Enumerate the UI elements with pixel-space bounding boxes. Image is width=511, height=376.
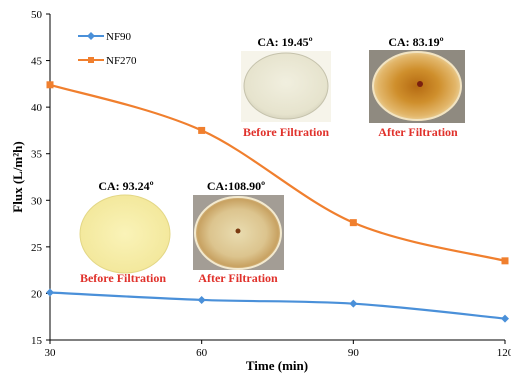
y-tick-label: 25: [31, 242, 43, 254]
nf270-after-membrane: [372, 51, 462, 121]
data-point-nf270: [501, 257, 509, 265]
x-tick-group: 30 60 90 120: [45, 340, 511, 359]
legend: NF90 NF270: [78, 31, 137, 67]
y-tick-label: 35: [31, 149, 43, 161]
legend-marker-nf270: [88, 57, 94, 63]
data-point-nf270: [198, 126, 206, 134]
nf270-before-ca-label: CA: 19.45º: [257, 35, 312, 49]
nf90-after-ca-label: CA:108.90º: [207, 179, 265, 193]
nf90-after-filtration-label: After Filtration: [198, 271, 278, 285]
data-point-nf270: [46, 81, 54, 89]
series-layer: [46, 81, 509, 323]
nf270-before-membrane: [243, 52, 329, 120]
nf90-before-membrane: [79, 194, 171, 274]
data-point-nf90: [197, 295, 206, 304]
data-point-nf270: [349, 219, 357, 227]
y-tick-label: 40: [31, 102, 43, 114]
nf270-after-ca-label: CA: 83.19º: [388, 35, 443, 49]
series-line-nf90: [49, 291, 506, 320]
legend-label-nf90: NF90: [106, 31, 132, 43]
y-tick-label: 30: [31, 195, 43, 207]
y-axis-title: Flux (L/m²h): [10, 141, 25, 212]
nf270-after-group: CA: 83.19º After Filtration: [369, 35, 465, 139]
series-line-nf270: [49, 83, 506, 262]
y-tick-label: 15: [31, 335, 43, 347]
x-tick-label: 60: [196, 347, 208, 359]
nf270-before-group: CA: 19.45º Before Filtration: [241, 35, 331, 139]
legend-label-nf270: NF270: [106, 55, 137, 67]
data-point-nf90: [501, 314, 509, 323]
nf90-before-filtration-label: Before Filtration: [80, 271, 166, 285]
y-tick-label: 20: [31, 288, 43, 300]
x-tick-label: 90: [348, 347, 360, 359]
nf270-after-stain-dot: [417, 81, 423, 87]
data-point-nf90: [349, 299, 358, 308]
nf270-before-filtration-label: Before Filtration: [243, 125, 329, 139]
legend-marker-nf90: [87, 32, 95, 40]
x-tick-label: 120: [497, 347, 511, 359]
y-tick-label: 45: [31, 56, 43, 68]
nf90-after-group: CA:108.90º After Filtration: [193, 179, 284, 285]
nf90-before-group: CA: 93.24º Before Filtration: [79, 179, 171, 285]
data-point-nf90: [46, 288, 54, 297]
x-axis-title: Time (min): [246, 358, 308, 373]
nf90-after-stain-dot: [235, 228, 241, 234]
y-tick-group: 15 20 25 30 35 40 45 50: [31, 9, 50, 347]
nf90-before-ca-label: CA: 93.24º: [98, 179, 153, 193]
y-tick-label: 50: [31, 9, 43, 21]
x-tick-label: 30: [45, 347, 57, 359]
nf270-after-filtration-label: After Filtration: [378, 125, 458, 139]
